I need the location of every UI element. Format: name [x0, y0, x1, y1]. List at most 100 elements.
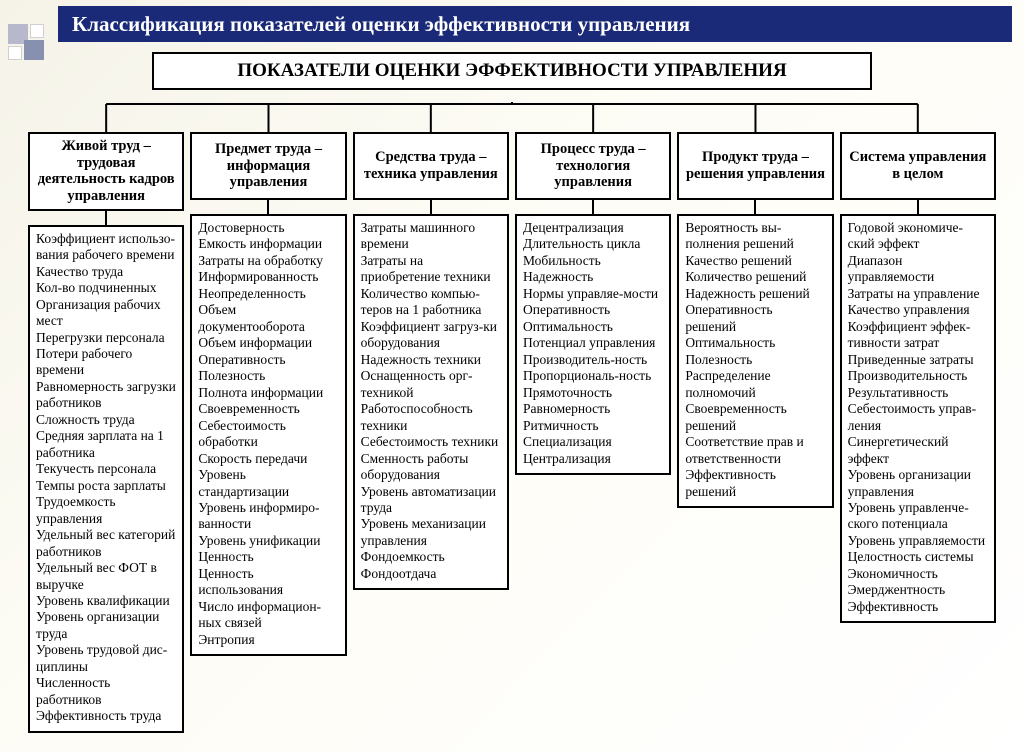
indicator-item: Численность работников: [36, 675, 176, 708]
indicator-item: Уровень управляемости: [848, 533, 988, 549]
indicator-item: Целостность системы: [848, 549, 988, 565]
indicator-item: Эффективность: [848, 599, 988, 615]
category-box: Процесс труда – технология управления: [515, 132, 671, 200]
category-box: Система управления в целом: [840, 132, 996, 200]
indicator-item: Экономичность: [848, 566, 988, 582]
indicator-item: Объем информации: [198, 335, 338, 351]
indicator-item: Удельный вес ФОТ в выручке: [36, 560, 176, 593]
column-3: Процесс труда – технология управления Дец…: [515, 132, 671, 733]
indicator-item: Организация рабочих мест: [36, 297, 176, 330]
indicator-item: Распределение полномочий: [685, 368, 825, 401]
indicator-item: Затраты на обработку: [198, 253, 338, 269]
indicator-item: Достоверность: [198, 220, 338, 236]
indicator-item: Полезность: [198, 368, 338, 384]
indicator-item: Производительность: [848, 368, 988, 384]
items-box: ДостоверностьЕмкость информацииЗатраты н…: [190, 214, 346, 656]
indicator-item: Уровень трудовой дис-циплины: [36, 642, 176, 675]
indicator-item: Соответствие прав и ответственности: [685, 434, 825, 467]
indicator-item: Потери рабочего времени: [36, 346, 176, 379]
corner-decoration: [8, 24, 52, 68]
indicator-item: Текучесть персонала: [36, 461, 176, 477]
category-box: Предмет труда – информация управления: [190, 132, 346, 200]
indicator-item: Кол-во подчиненных: [36, 280, 176, 296]
indicator-item: Фондоемкость: [361, 549, 501, 565]
indicator-item: Надежность решений: [685, 286, 825, 302]
indicator-item: Диапазон управляемости: [848, 253, 988, 286]
indicator-item: Ценность: [198, 549, 338, 565]
indicator-item: Своевременность решений: [685, 401, 825, 434]
indicator-item: Оперативность решений: [685, 302, 825, 335]
indicator-item: Оптимальность: [523, 319, 663, 335]
indicator-item: Равномерность загрузки работников: [36, 379, 176, 412]
indicator-item: Прямоточность: [523, 385, 663, 401]
indicator-item: Коэффициент эффек-тивности затрат: [848, 319, 988, 352]
indicator-item: Объем документооборота: [198, 302, 338, 335]
indicator-item: Эффективность труда: [36, 708, 176, 724]
indicator-item: Перегрузки персонала: [36, 330, 176, 346]
indicator-item: Себестоимость управ-ления: [848, 401, 988, 434]
tree-connectors: [0, 102, 1024, 134]
category-box: Живой труд – трудовая деятельность кадро…: [28, 132, 184, 211]
indicator-item: Средняя зарплата на 1 работника: [36, 428, 176, 461]
indicator-item: Уровень организации труда: [36, 609, 176, 642]
indicator-item: Ритмичность: [523, 418, 663, 434]
indicator-item: Специализация: [523, 434, 663, 450]
indicator-item: Уровень квалификации: [36, 593, 176, 609]
columns-container: Живой труд – трудовая деятельность кадро…: [0, 132, 1024, 733]
indicator-item: Уровень механизации управления: [361, 516, 501, 549]
indicator-item: Своевременность: [198, 401, 338, 417]
indicator-item: Потенциал управления: [523, 335, 663, 351]
column-4: Продукт труда – решения управленияВероят…: [677, 132, 833, 733]
indicator-item: Вероятность вы-полнения решений: [685, 220, 825, 253]
indicator-item: Надежность: [523, 269, 663, 285]
indicator-item: Эмерджентность: [848, 582, 988, 598]
indicator-item: Синергетический эффект: [848, 434, 988, 467]
indicator-item: Затраты машинного времени: [361, 220, 501, 253]
indicator-item: Равномерность: [523, 401, 663, 417]
indicator-item: Затраты на управление: [848, 286, 988, 302]
indicator-item: Мобильность: [523, 253, 663, 269]
indicator-item: Уровень стандартизации: [198, 467, 338, 500]
items-box: Вероятность вы-полнения решенийКачество …: [677, 214, 833, 508]
indicator-item: Длительность цикла: [523, 236, 663, 252]
items-box: Затраты машинного времениЗатраты на прио…: [353, 214, 509, 590]
indicator-item: Централизация: [523, 451, 663, 467]
indicator-item: Качество решений: [685, 253, 825, 269]
indicator-item: Сменность работы оборудования: [361, 451, 501, 484]
indicator-item: Удельный вес категорий работников: [36, 527, 176, 560]
indicator-item: Ценность использования: [198, 566, 338, 599]
indicator-item: Работоспособность техники: [361, 401, 501, 434]
indicator-item: Информированность: [198, 269, 338, 285]
column-2: Средства труда – техника управленияЗатра…: [353, 132, 509, 733]
indicator-item: Уровень автоматизации труда: [361, 484, 501, 517]
items-box: ДецентрализацияДлительность циклаМобильн…: [515, 214, 671, 475]
indicator-item: Уровень информиро-ванности: [198, 500, 338, 533]
indicator-item: Затраты на приобретение техники: [361, 253, 501, 286]
indicator-item: Количество решений: [685, 269, 825, 285]
indicator-item: Уровень управленче-ского потенциала: [848, 500, 988, 533]
indicator-item: Качество управления: [848, 302, 988, 318]
indicator-item: Оснащенность орг-техникой: [361, 368, 501, 401]
indicator-item: Скорость передачи: [198, 451, 338, 467]
column-0: Живой труд – трудовая деятельность кадро…: [28, 132, 184, 733]
indicator-item: Уровень унификации: [198, 533, 338, 549]
indicator-item: Количество компью-теров на 1 работника: [361, 286, 501, 319]
indicator-item: Неопределенность: [198, 286, 338, 302]
items-box: Годовой экономиче-ский эффектДиапазон уп…: [840, 214, 996, 623]
indicator-item: Коэффициент загруз-ки оборудования: [361, 319, 501, 352]
root-node: ПОКАЗАТЕЛИ ОЦЕНКИ ЭФФЕКТИВНОСТИ УПРАВЛЕН…: [152, 52, 872, 90]
indicator-item: Оперативность: [523, 302, 663, 318]
indicator-item: Себестоимость обработки: [198, 418, 338, 451]
indicator-item: Оптимальность: [685, 335, 825, 351]
indicator-item: Приведенные затраты: [848, 352, 988, 368]
indicator-item: Оперативность: [198, 352, 338, 368]
column-1: Предмет труда – информация управления Дос…: [190, 132, 346, 733]
indicator-item: Уровень организации управления: [848, 467, 988, 500]
indicator-item: Годовой экономиче-ский эффект: [848, 220, 988, 253]
indicator-item: Надежность техники: [361, 352, 501, 368]
indicator-item: Качество труда: [36, 264, 176, 280]
indicator-item: Эффективность решений: [685, 467, 825, 500]
indicator-item: Себестоимость техники: [361, 434, 501, 450]
indicator-item: Фондоотдача: [361, 566, 501, 582]
indicator-item: Трудоемкость управления: [36, 494, 176, 527]
